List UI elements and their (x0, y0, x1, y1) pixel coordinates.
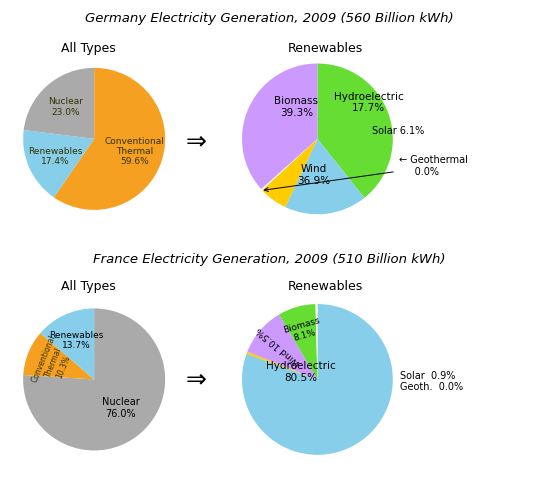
Wedge shape (242, 304, 393, 455)
Wedge shape (262, 139, 317, 207)
Text: Conventional
Thermal
59.6%: Conventional Thermal 59.6% (105, 136, 165, 167)
Text: Wind 10.5%: Wind 10.5% (255, 325, 302, 367)
Wedge shape (246, 352, 317, 379)
Text: All Types: All Types (61, 42, 116, 55)
Text: Renewables
17.4%: Renewables 17.4% (28, 147, 82, 166)
Wedge shape (40, 309, 94, 379)
Wedge shape (285, 139, 364, 214)
Text: ⇒: ⇒ (186, 129, 207, 153)
Wedge shape (23, 130, 94, 197)
Text: Nuclear
76.0%: Nuclear 76.0% (102, 397, 140, 419)
Text: Conventional
Thermal
10.3%: Conventional Thermal 10.3% (30, 334, 77, 392)
Text: Solar  0.9%: Solar 0.9% (400, 371, 456, 380)
Wedge shape (279, 304, 317, 379)
Wedge shape (247, 314, 317, 379)
Text: Nuclear
23.0%: Nuclear 23.0% (48, 97, 83, 117)
Wedge shape (23, 333, 94, 379)
Text: Hydroelectric
17.7%: Hydroelectric 17.7% (334, 92, 404, 114)
Text: Hydroelectric
80.5%: Hydroelectric 80.5% (266, 361, 336, 383)
Text: Germany Electricity Generation, 2009 (560 Billion kWh): Germany Electricity Generation, 2009 (56… (84, 12, 454, 25)
Text: France Electricity Generation, 2009 (510 Billion kWh): France Electricity Generation, 2009 (510… (93, 253, 445, 266)
Wedge shape (54, 68, 165, 210)
Text: Wind
36.9%: Wind 36.9% (297, 164, 330, 186)
Text: Solar 6.1%: Solar 6.1% (372, 126, 424, 136)
Text: ← Geothermal
     0.0%: ← Geothermal 0.0% (264, 155, 468, 191)
Text: ⇒: ⇒ (186, 368, 207, 391)
Wedge shape (242, 63, 317, 189)
Wedge shape (315, 304, 317, 379)
Text: Renewables: Renewables (288, 280, 363, 293)
Text: Biomass
39.3%: Biomass 39.3% (274, 96, 318, 118)
Wedge shape (24, 68, 94, 139)
Text: Biomass
8.1%: Biomass 8.1% (282, 315, 324, 345)
Wedge shape (261, 139, 317, 190)
Text: Renewables
13.7%: Renewables 13.7% (49, 331, 103, 350)
Wedge shape (317, 63, 393, 198)
Text: All Types: All Types (61, 280, 116, 293)
Text: Renewables: Renewables (288, 42, 363, 55)
Text: Geoth.  0.0%: Geoth. 0.0% (400, 382, 463, 392)
Wedge shape (23, 309, 165, 450)
